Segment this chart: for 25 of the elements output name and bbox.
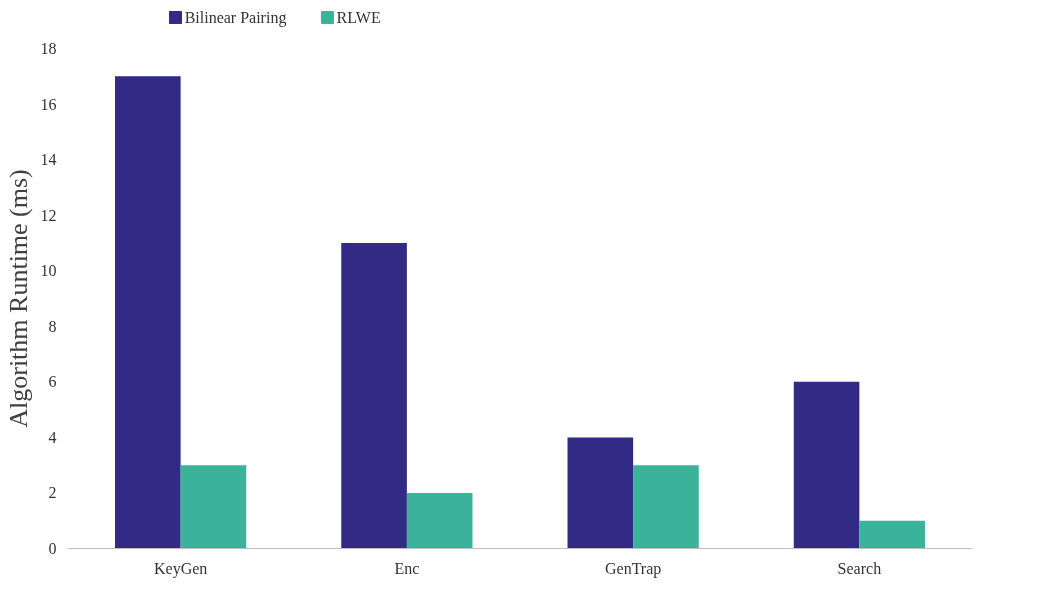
x-tick-label: KeyGen bbox=[153, 559, 208, 578]
x-tick-label: Search bbox=[837, 559, 882, 577]
legend-label: Bilinear Pairing bbox=[184, 9, 287, 27]
y-tick-label: 10 bbox=[40, 262, 57, 280]
bar bbox=[859, 520, 925, 549]
y-tick-label: 12 bbox=[40, 206, 57, 224]
y-tick-label: 18 bbox=[40, 40, 57, 57]
bar bbox=[180, 465, 247, 549]
bar bbox=[341, 242, 407, 549]
bar bbox=[406, 492, 473, 549]
y-axis-title: Algorithm Runtime (ms) bbox=[3, 169, 33, 428]
bar bbox=[633, 465, 699, 549]
x-tick-label: GenTrap bbox=[604, 559, 662, 578]
x-tick-label: Enc bbox=[394, 559, 420, 577]
legend-label: RLWE bbox=[336, 9, 381, 26]
y-tick-label: 2 bbox=[48, 484, 57, 502]
y-tick-label: 8 bbox=[48, 317, 57, 335]
y-tick-label: 6 bbox=[48, 373, 57, 391]
y-tick-label: 14 bbox=[40, 151, 57, 169]
y-tick-label: 16 bbox=[40, 95, 57, 113]
y-tick-label: 4 bbox=[48, 428, 57, 446]
y-tick-label: 0 bbox=[48, 540, 57, 557]
bar bbox=[793, 381, 860, 549]
bar bbox=[567, 437, 634, 549]
bar bbox=[115, 76, 181, 549]
